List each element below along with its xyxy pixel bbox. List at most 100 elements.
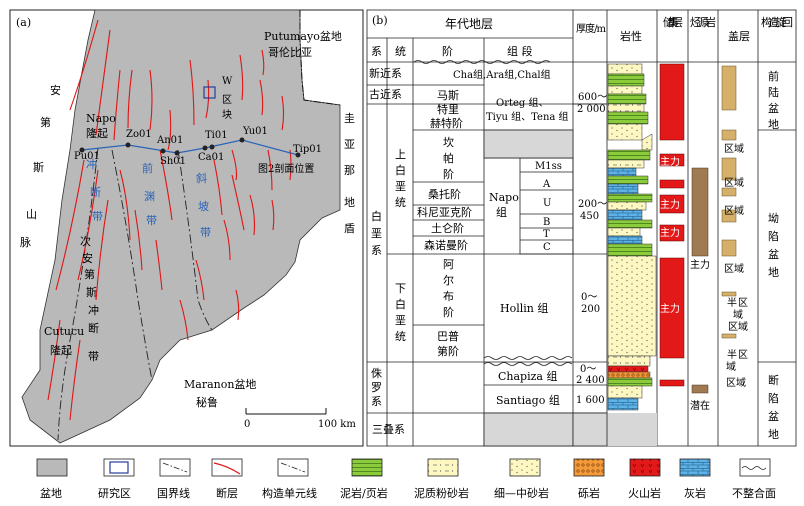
system-jurassic-2: 罗 <box>371 381 382 394</box>
group-orteg-2: Tiyu 组、Tena 组 <box>486 110 569 123</box>
well-markers <box>79 137 301 158</box>
tectonic-foreland-1: 前 <box>768 69 779 83</box>
lithology-column <box>607 63 657 411</box>
thickness-1a: 600～ <box>578 92 607 103</box>
series-lower-3: 垩 <box>395 314 406 327</box>
group-cha: Cha组,Ara组,Chal组 <box>453 68 551 81</box>
basin-south-label: Maranon盆地 <box>184 377 256 391</box>
column-panel-label: (b) <box>372 14 388 27</box>
legend-swatch-siltstone <box>427 458 459 477</box>
group-santiago: Santiago 组 <box>496 393 560 407</box>
series-lower-1: 下 <box>395 282 406 295</box>
series-upper-3: 垩 <box>395 180 406 193</box>
stage-maastrichtian-2: 特里 <box>437 102 459 116</box>
legend-label-mudstone: 泥岩/页岩 <box>340 486 388 500</box>
seal-semi2-c: 域 <box>726 360 736 373</box>
tectonic-foreland-2: 陆 <box>768 85 779 99</box>
napo-member-a: A <box>542 179 551 190</box>
thickness-2a: 200～ <box>578 199 607 210</box>
column-panel <box>366 9 797 447</box>
legend-swatch-sandstone <box>509 458 541 477</box>
header-thickness: 厚度/m <box>576 22 607 35</box>
legend-labels: 盆地 研究区 国界线 断层 构造单元线 泥岩/页岩 泥质粉砂岩 细—中砂岩 砾岩… <box>40 486 776 500</box>
groups: Cha组,Ara组,Chal组 Orteg 组、 Tiyu 组、Tena 组 M… <box>453 68 569 407</box>
header-stage: 阶 <box>442 44 453 58</box>
w-block-1: W <box>222 76 233 87</box>
system-neogene: 新近系 <box>369 66 402 80</box>
system-cretaceous-1: 白 <box>371 209 382 223</box>
stage-campanian-3: 阶 <box>443 167 454 181</box>
seal-semi-c: 域 <box>733 308 743 321</box>
legend-label-limestone: 灰岩 <box>684 486 706 500</box>
stage-campanian-1: 坎 <box>443 136 454 149</box>
map-panel-label: (a) <box>16 16 31 29</box>
stage-albian-3: 布 <box>443 290 454 303</box>
w-block-3: 块 <box>222 109 232 121</box>
stage-cenomanian: 森诺曼阶 <box>424 238 468 252</box>
napo-member-b: B <box>543 217 550 228</box>
seal-semi2-a: 半 <box>727 348 737 361</box>
tectonic-faulted-2: 陷 <box>768 391 779 405</box>
seal-regional-1: 区域 <box>724 142 744 155</box>
tectonic-faulted-1: 断 <box>768 373 779 387</box>
stage-maastrichtian-1: 马斯 <box>437 89 459 102</box>
tectonic-depression-2: 陷 <box>768 229 779 243</box>
tectonic-depression-1: 坳 <box>768 211 779 225</box>
country-border <box>299 10 341 106</box>
cutucu-uplift-1: Cutucu <box>44 325 84 338</box>
subandean-3: 第 <box>84 267 95 281</box>
map-panel: (a) <box>9 9 364 447</box>
header-lithology: 岩性 <box>620 29 642 43</box>
legend-swatch-mudstone <box>351 458 383 477</box>
reservoir-main-4: 主力 <box>660 302 680 315</box>
thickness-2b: 450 <box>580 211 599 222</box>
seal-regional-3: 区域 <box>724 204 744 217</box>
well-tip01: Tip01 <box>293 144 322 155</box>
foredeep-3: 带 <box>146 214 157 227</box>
tectonic-faulted-4: 地 <box>768 428 779 441</box>
seal-regional-2: 区域 <box>724 176 744 189</box>
w-block-rect <box>203 86 216 99</box>
header-group: 组 段 <box>507 44 533 58</box>
stage-albian-2: 尔 <box>443 274 454 287</box>
well-an01: An01 <box>156 135 183 146</box>
napo-member-t: T <box>543 229 550 240</box>
subandean-2: 安 <box>82 251 93 265</box>
napo-member-c: C <box>543 242 551 253</box>
header-series: 统 <box>395 45 406 58</box>
andes-1: 安 <box>50 83 61 97</box>
seal-semi-regional: 区域 <box>728 320 748 333</box>
system-jurassic-3: 系 <box>371 395 382 408</box>
subandean-7: 带 <box>88 350 99 363</box>
well-pu01: Pu01 <box>74 151 100 162</box>
system-cretaceous-2: 垩 <box>371 227 382 240</box>
shield-2: 亚 <box>344 138 355 151</box>
legend-label-siltstone: 泥质粉砂岩 <box>414 486 469 500</box>
thrust-belt-1: 冲 <box>86 157 97 171</box>
legend-swatch-volcanic <box>629 458 661 477</box>
country-south-label: 秘鲁 <box>196 395 218 409</box>
reservoir-bars <box>659 63 685 387</box>
subandean-5: 冲 <box>88 303 99 317</box>
systems: 新近系 古近系 白 垩 系 侏 罗 系 三叠系 <box>369 66 405 436</box>
legend-label-basin: 盆地 <box>40 486 62 500</box>
seal-semi-a: 半 <box>727 296 737 309</box>
w-block-2: 区 <box>222 94 232 106</box>
country-north-label: 哥伦比亚 <box>268 45 312 59</box>
column-header: (b) 年代地层 系 统 阶 组 段 厚度/m 岩性 储集层 烃源岩 盖层 构造… <box>371 14 793 58</box>
header-seal: 盖层 <box>728 29 750 43</box>
thickness: 600～ 2 000 200～ 450 0～ 200 0～ 2 400 1 60… <box>576 92 607 406</box>
andes-2: 第 <box>40 115 51 129</box>
reservoir-main-1: 主力 <box>660 155 680 168</box>
series-upper-1: 上 <box>395 148 406 161</box>
legend-label-conglomerate: 砾岩 <box>578 486 600 500</box>
napo-uplift-2: 隆起 <box>86 126 108 140</box>
header-system: 系 <box>371 45 382 58</box>
tectonic-foreland-3: 盆 <box>768 101 779 115</box>
tectonic-foreland-4: 地 <box>768 118 779 131</box>
series-upper-2: 白 <box>395 163 406 177</box>
andes-5: 脉 <box>20 235 31 249</box>
header-tectonic: 构造旋回 <box>761 15 793 29</box>
shield-3: 那 <box>344 164 355 177</box>
